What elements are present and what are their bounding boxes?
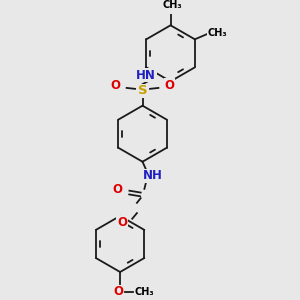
Text: CH₃: CH₃ [135,286,154,297]
Text: O: O [165,79,175,92]
Text: O: O [112,183,122,196]
Text: O: O [117,216,127,229]
Text: NH: NH [143,169,163,182]
Text: CH₃: CH₃ [163,0,182,10]
Text: CH₃: CH₃ [207,28,227,38]
Text: O: O [113,285,123,298]
Text: HN: HN [136,69,156,82]
Text: O: O [110,79,120,92]
Text: S: S [138,84,147,97]
